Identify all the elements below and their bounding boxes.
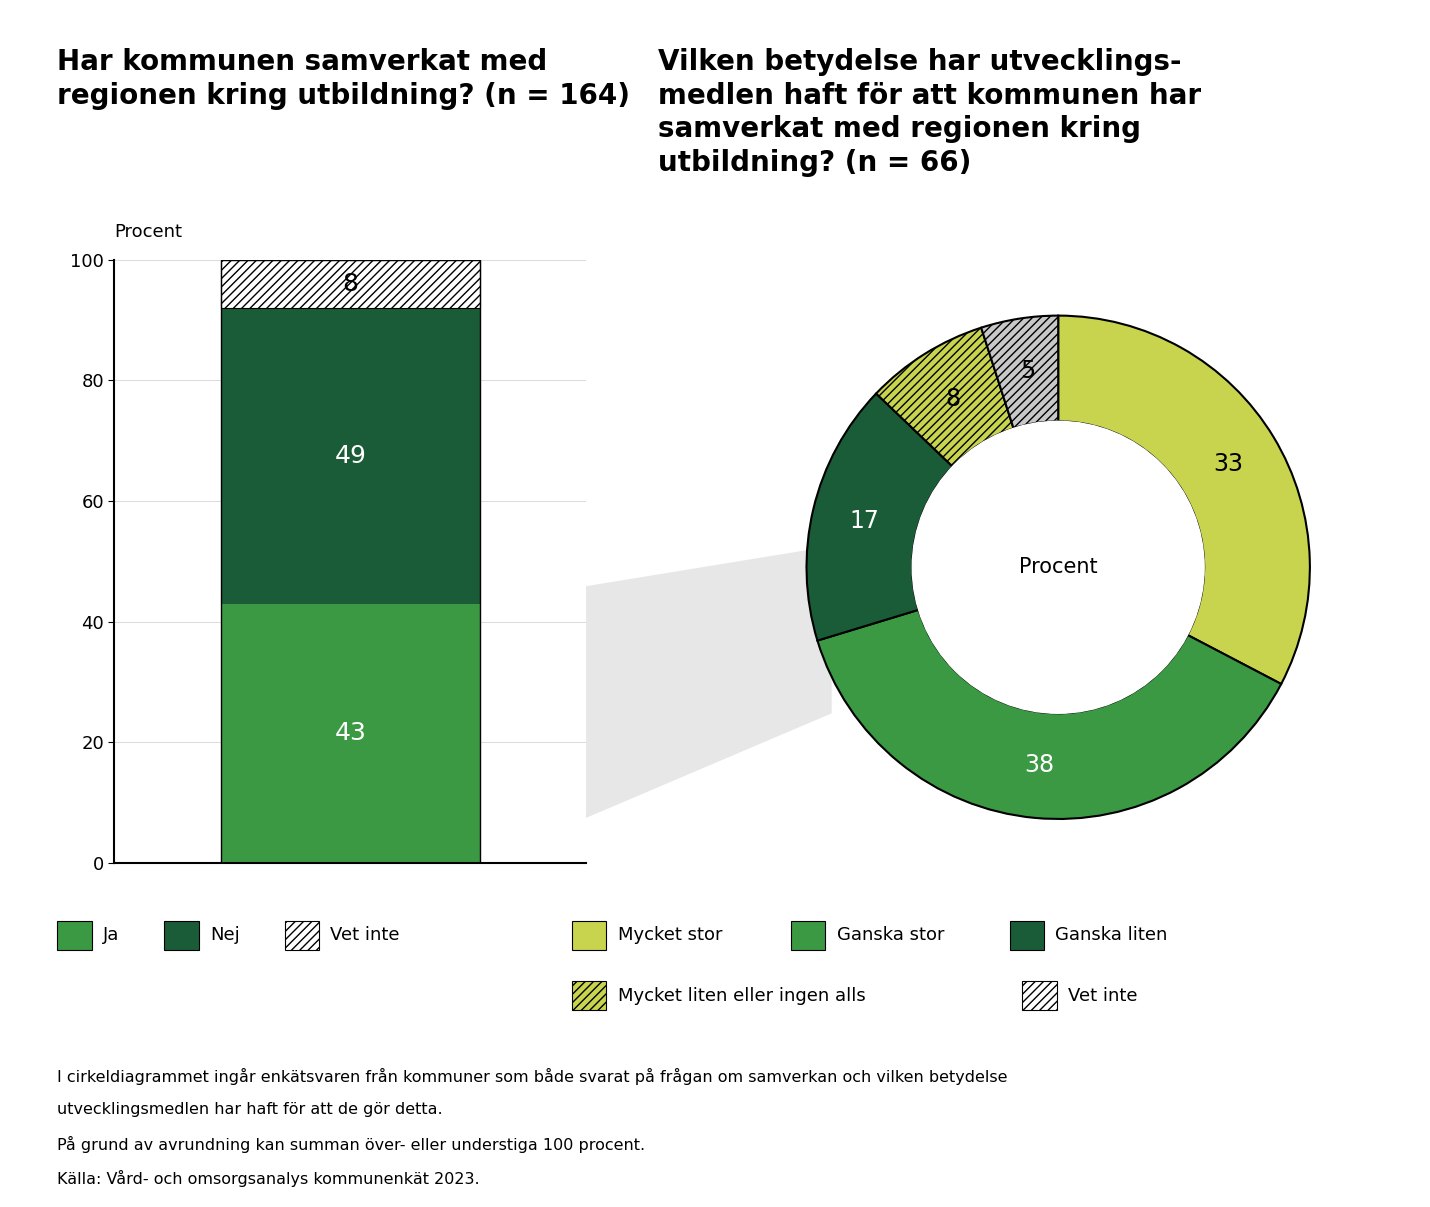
Text: Ja: Ja [103,927,119,944]
Text: Vilken betydelse har utvecklings-
medlen haft för att kommunen har
samverkat med: Vilken betydelse har utvecklings- medlen… [658,48,1201,176]
Wedge shape [807,393,952,641]
Text: Vet inte: Vet inte [1068,987,1138,1004]
Circle shape [912,421,1204,713]
Text: Källa: Vård- och omsorgsanalys kommunenkät 2023.: Källa: Vård- och omsorgsanalys kommunenk… [57,1170,480,1186]
Text: Mycket liten eller ingen alls: Mycket liten eller ingen alls [618,987,865,1004]
Text: I cirkeldiagrammet ingår enkätsvaren från kommuner som både svarat på frågan om : I cirkeldiagrammet ingår enkätsvaren frå… [57,1068,1008,1085]
Text: 17: 17 [849,509,879,533]
Wedge shape [1058,315,1310,684]
Wedge shape [981,315,1058,428]
Text: 43: 43 [335,722,366,745]
Bar [220,604,480,863]
Text: 8: 8 [945,386,960,410]
Text: utvecklingsmedlen har haft för att de gör detta.: utvecklingsmedlen har haft för att de gö… [57,1102,443,1116]
Polygon shape [480,546,832,863]
Wedge shape [877,327,1014,467]
Bar [220,308,480,604]
Text: Vet inte: Vet inte [330,927,400,944]
Text: Nej: Nej [210,927,240,944]
Wedge shape [818,610,1281,820]
Text: 49: 49 [335,444,366,467]
Text: Mycket stor: Mycket stor [618,927,722,944]
Text: Ganska liten: Ganska liten [1055,927,1168,944]
Bar [220,260,480,863]
Text: Ganska stor: Ganska stor [837,927,944,944]
Text: Har kommunen samverkat med
regionen kring utbildning? (n = 164): Har kommunen samverkat med regionen krin… [57,48,631,110]
Text: 5: 5 [1020,358,1035,383]
Text: 33: 33 [1213,453,1243,477]
Text: Procent: Procent [1020,558,1097,577]
Text: Procent: Procent [114,223,183,241]
Bar [220,260,480,308]
Text: På grund av avrundning kan summan över- eller understiga 100 procent.: På grund av avrundning kan summan över- … [57,1136,645,1153]
Text: 8: 8 [342,272,359,296]
Text: 38: 38 [1025,753,1055,777]
